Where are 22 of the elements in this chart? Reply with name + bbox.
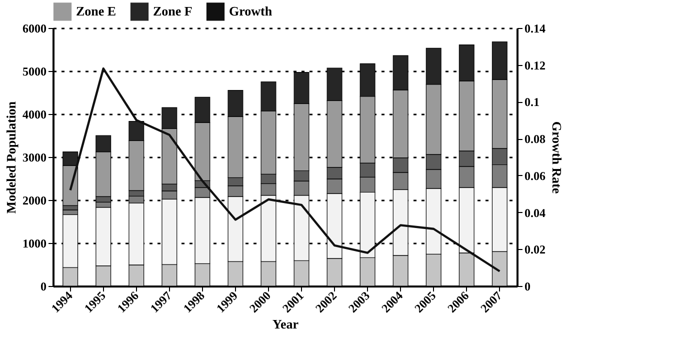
y-tick-label: 3000 bbox=[22, 150, 46, 164]
y2-tick-label: 0.1 bbox=[524, 95, 540, 110]
x-axis-title: Year bbox=[272, 316, 299, 332]
y2-tick-label: 0.14 bbox=[524, 22, 546, 36]
y-axis-title: Modeled Population bbox=[4, 100, 18, 214]
y2-tick-label: 0.12 bbox=[524, 58, 546, 72]
legend-label: Zone F bbox=[153, 4, 192, 19]
y2-tick-label: 0.04 bbox=[524, 206, 546, 220]
y-tick-label: 2000 bbox=[22, 194, 46, 208]
y-tick-label: 1000 bbox=[22, 236, 46, 250]
y-tick-label: 4000 bbox=[22, 108, 46, 122]
y2-tick-label: 0.08 bbox=[524, 132, 546, 146]
y2-axis-title: Growth Rate bbox=[550, 121, 564, 194]
y2-tick-label: 0 bbox=[524, 280, 530, 294]
legend-label: Growth bbox=[229, 4, 273, 19]
y-tick-label: 0 bbox=[40, 280, 46, 294]
y-tick-label: 6000 bbox=[22, 22, 46, 36]
legend-label: Zone E bbox=[76, 4, 116, 19]
y-tick-label: 5000 bbox=[22, 64, 46, 78]
y2-tick-label: 0.02 bbox=[524, 242, 546, 257]
y2-tick-label: 0.06 bbox=[524, 168, 546, 183]
line-series bbox=[69, 67, 501, 272]
